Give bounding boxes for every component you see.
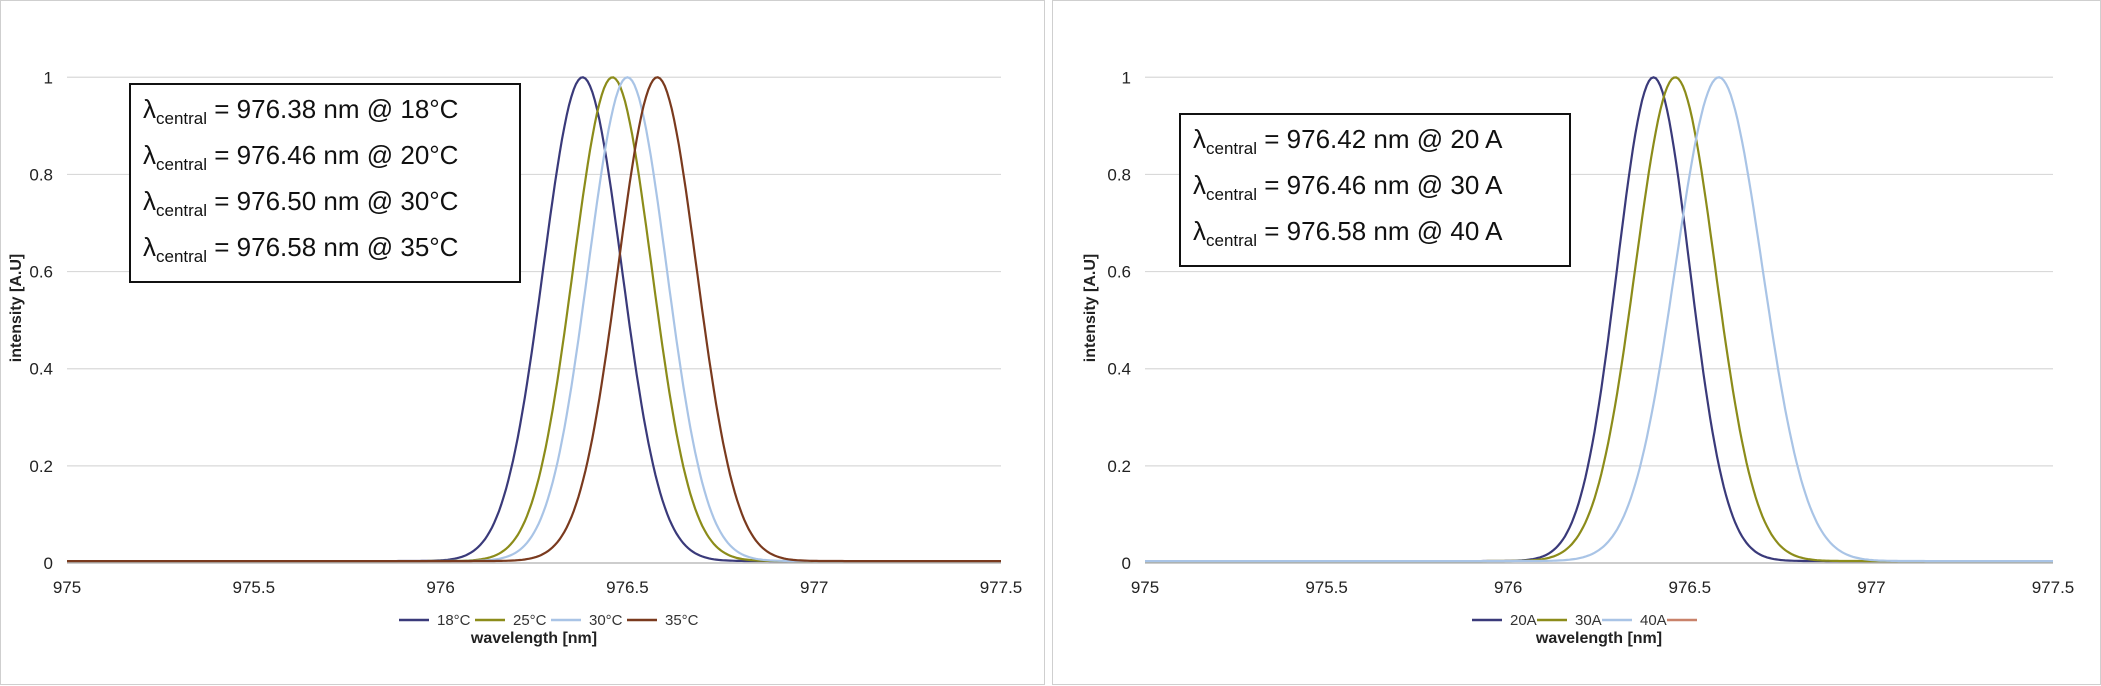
x-tick-label: 977.5 (980, 578, 1023, 597)
series-line-3 (1145, 76, 2053, 563)
annotation-line: λcentral = 976.38 nm @ 18°C (143, 94, 459, 128)
chart-panel-current: 0 0.2 0.4 0.6 0.8 1 975 975.5 976 976.5 977 977.5 wa… (1052, 0, 2101, 685)
annotation-line: λcentral = 976.46 nm @ 30 A (1193, 170, 1503, 204)
legend-label: 25°C (513, 612, 547, 629)
legend-label: 20A (1510, 612, 1537, 629)
x-tick-label: 975 (1131, 578, 1159, 597)
x-tick-label: 975 (53, 578, 81, 597)
legend-label: 30°C (589, 612, 623, 629)
series-line-4 (67, 76, 1001, 563)
y-axis-title: intensity [A.U] (8, 254, 25, 362)
legend-label: 40A (1640, 612, 1667, 629)
y-tick-label: 0.6 (1107, 263, 1131, 282)
annotation-line: λcentral = 976.42 nm @ 20 A (1193, 124, 1503, 158)
annotation-box-temperature: λcentral = 976.38 nm @ 18°C λcentral = 9… (129, 83, 521, 283)
y-axis-title: intensity [A.U] (1082, 254, 1099, 362)
annotation-line: λcentral = 976.58 nm @ 35°C (143, 232, 459, 266)
y-tick-label: 0.4 (29, 360, 53, 379)
y-tick-label: 0.8 (29, 165, 53, 184)
annotation-line: λcentral = 976.50 nm @ 30°C (143, 186, 459, 220)
annotation-line: λcentral = 976.46 nm @ 20°C (143, 140, 459, 174)
y-tick-label: 0.8 (1107, 165, 1131, 184)
x-tick-label: 976.5 (1669, 578, 1712, 597)
chart-svg-temperature: 0 0.2 0.4 0.6 0.8 1 975 975.5 976 976.5 977 977.5 wa… (8, 68, 1023, 647)
x-tick-label: 976.5 (606, 578, 649, 597)
x-tick-label: 976 (426, 578, 454, 597)
x-axis-title: wavelength [nm] (470, 630, 597, 647)
x-axis-title: wavelength [nm] (1535, 630, 1662, 647)
x-tick-label: 976 (1494, 578, 1522, 597)
y-tick-label: 1 (1122, 68, 1131, 87)
x-tick-label: 977.5 (2032, 578, 2075, 597)
x-tick-label: 975.5 (233, 578, 276, 597)
x-tick-label: 977 (800, 578, 828, 597)
chart-panel-temperature: 0 0.2 0.4 0.6 0.8 1 975 975.5 976 976.5 977 977.5 wa… (0, 0, 1045, 685)
y-tick-label: 0 (1122, 554, 1131, 573)
y-tick-label: 0.2 (1107, 457, 1131, 476)
annotation-box-current: λcentral = 976.42 nm @ 20 A λcentral = 9… (1179, 113, 1571, 267)
y-tick-label: 1 (44, 68, 53, 87)
legend-label: 35°C (665, 612, 699, 629)
y-tick-label: 0 (44, 554, 53, 573)
x-tick-label: 975.5 (1305, 578, 1348, 597)
y-tick-label: 0.6 (29, 263, 53, 282)
y-tick-label: 0.2 (29, 457, 53, 476)
y-tick-label: 0.4 (1107, 360, 1131, 379)
legend-label: 30A (1575, 612, 1602, 629)
legend-label: 18°C (437, 612, 471, 629)
chart-svg-current: 0 0.2 0.4 0.6 0.8 1 975 975.5 976 976.5 977 977.5 wa… (1082, 68, 2075, 647)
x-tick-label: 977 (1857, 578, 1885, 597)
annotation-line: λcentral = 976.58 nm @ 40 A (1193, 216, 1503, 250)
